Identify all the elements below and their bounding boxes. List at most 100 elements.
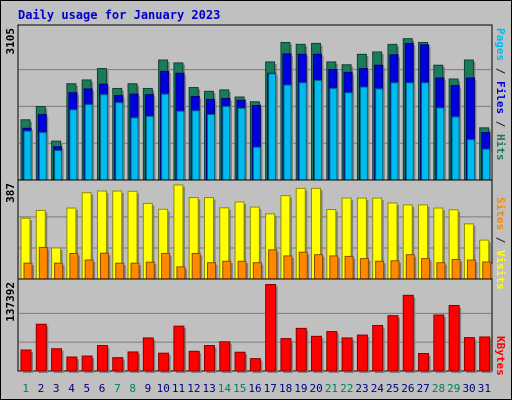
bar-kbytes-20 xyxy=(311,335,323,372)
bar-kbytes-11 xyxy=(173,325,185,372)
bar-kbytes-18 xyxy=(280,338,292,372)
bar-sites-29 xyxy=(451,259,461,280)
panel-hits: 3105 Pages / Files / Hits xyxy=(4,24,507,183)
bar-kbytes-8 xyxy=(127,351,139,372)
bar-pages-31 xyxy=(482,148,491,181)
bar-kbytes-30 xyxy=(463,337,475,372)
day-label-7: 7 xyxy=(114,382,121,395)
day-label-21: 21 xyxy=(325,382,338,395)
day-label-26: 26 xyxy=(401,382,414,395)
bar-pages-19 xyxy=(298,82,307,181)
bar-sites-20 xyxy=(314,254,324,280)
day-label-13: 13 xyxy=(203,382,216,395)
bar-kbytes-4 xyxy=(66,356,78,372)
bar-kbytes-31 xyxy=(479,336,491,372)
day-label-8: 8 xyxy=(129,382,136,395)
bar-pages-30 xyxy=(466,139,475,181)
day-label-16: 16 xyxy=(248,382,261,395)
bar-pages-11 xyxy=(176,110,185,181)
bar-pages-29 xyxy=(451,116,460,181)
bar-pages-8 xyxy=(130,117,139,181)
legend-hits-files-pages: Pages / Files / Hits xyxy=(494,28,507,161)
bar-pages-1 xyxy=(23,130,32,181)
bar-pages-3 xyxy=(54,150,63,181)
bar-kbytes-26 xyxy=(402,294,414,372)
bar-pages-25 xyxy=(390,82,399,181)
bar-sites-9 xyxy=(145,261,155,280)
day-label-5: 5 xyxy=(83,382,90,395)
ymax-label-kbytes: 137392 xyxy=(4,282,17,322)
bar-kbytes-14 xyxy=(219,341,231,372)
day-label-11: 11 xyxy=(172,382,185,395)
day-label-14: 14 xyxy=(218,382,232,395)
ymax-label-hits: 3105 xyxy=(4,28,17,55)
bar-pages-18 xyxy=(283,84,292,181)
bar-kbytes-23 xyxy=(356,334,368,372)
bar-pages-23 xyxy=(359,86,368,181)
bar-kbytes-12 xyxy=(188,350,200,372)
legend-kbytes: KBytes xyxy=(494,336,507,376)
bar-pages-2 xyxy=(38,132,47,181)
day-label-4: 4 xyxy=(68,382,75,395)
bar-sites-6 xyxy=(99,252,109,280)
bar-sites-3 xyxy=(54,262,64,280)
bar-kbytes-22 xyxy=(341,337,353,372)
bar-kbytes-1 xyxy=(20,349,32,372)
bar-sites-19 xyxy=(298,251,308,280)
bar-visits-11 xyxy=(173,184,184,280)
bar-pages-13 xyxy=(206,114,215,181)
bar-kbytes-9 xyxy=(142,337,154,372)
bar-pages-7 xyxy=(115,102,124,181)
bar-sites-1 xyxy=(23,262,33,280)
day-label-30: 30 xyxy=(462,382,475,395)
bar-sites-7 xyxy=(115,262,125,280)
bar-sites-5 xyxy=(84,259,94,280)
panel-visits: 387 Sites / Visits xyxy=(4,179,507,290)
bar-pages-20 xyxy=(314,79,323,181)
day-label-1: 1 xyxy=(22,382,29,395)
bar-kbytes-2 xyxy=(35,323,47,372)
bar-sites-10 xyxy=(161,252,171,280)
legend-part-visits-sites-1: / xyxy=(494,230,507,250)
day-label-9: 9 xyxy=(145,382,152,395)
bar-sites-4 xyxy=(69,252,79,280)
day-label-12: 12 xyxy=(187,382,200,395)
bar-pages-22 xyxy=(344,92,353,181)
bar-sites-2 xyxy=(38,246,48,280)
bar-sites-22 xyxy=(344,255,354,280)
legend-part-hits-files-pages-0: Pages xyxy=(494,28,507,61)
day-label-25: 25 xyxy=(386,382,399,395)
day-label-15: 15 xyxy=(233,382,246,395)
chart-title: Daily usage for January 2023 xyxy=(18,8,220,22)
bar-sites-13 xyxy=(206,262,216,280)
bar-pages-26 xyxy=(405,82,414,181)
day-label-18: 18 xyxy=(279,382,292,395)
ymax-label-visits: 387 xyxy=(4,183,17,203)
bar-kbytes-13 xyxy=(203,345,215,372)
bar-sites-21 xyxy=(329,255,339,280)
bar-kbytes-19 xyxy=(295,327,307,372)
day-label-3: 3 xyxy=(53,382,60,395)
bar-kbytes-3 xyxy=(51,348,63,372)
bar-kbytes-16 xyxy=(249,358,261,372)
bar-pages-5 xyxy=(84,104,93,181)
legend-part-visits-sites-2: Visits xyxy=(494,250,507,290)
day-label-23: 23 xyxy=(355,382,368,395)
day-label-20: 20 xyxy=(310,382,323,395)
bar-sites-27 xyxy=(421,258,431,280)
day-label-29: 29 xyxy=(447,382,460,395)
bar-sites-25 xyxy=(390,260,400,280)
panel-kbytes: 137392 KBytes xyxy=(4,278,507,376)
day-label-17: 17 xyxy=(264,382,277,395)
day-label-19: 19 xyxy=(294,382,307,395)
bar-kbytes-28 xyxy=(433,314,445,372)
bar-pages-10 xyxy=(161,93,170,181)
bar-sites-11 xyxy=(176,266,186,280)
bar-sites-8 xyxy=(130,262,140,280)
bar-kbytes-6 xyxy=(96,345,108,372)
bar-pages-4 xyxy=(69,109,78,181)
bar-sites-14 xyxy=(222,260,232,280)
day-label-22: 22 xyxy=(340,382,353,395)
day-label-2: 2 xyxy=(38,382,45,395)
